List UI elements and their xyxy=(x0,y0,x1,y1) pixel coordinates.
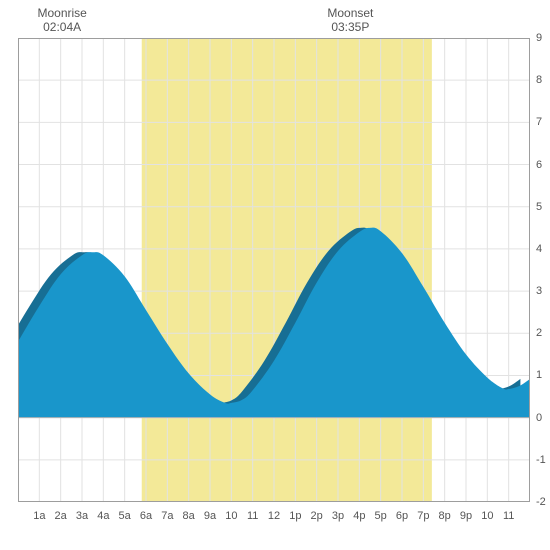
y-tick-label: 7 xyxy=(536,116,542,128)
x-tick-label: 6p xyxy=(396,510,408,522)
x-tick-label: 2a xyxy=(55,510,67,522)
moonset-title: Moonset xyxy=(320,6,380,20)
x-tick-label: 1p xyxy=(289,510,301,522)
y-tick-label: 1 xyxy=(536,369,542,381)
x-tick-label: 9p xyxy=(460,510,472,522)
x-tick-label: 5a xyxy=(119,510,131,522)
x-tick-label: 7a xyxy=(161,510,173,522)
y-tick-label: 9 xyxy=(536,32,542,44)
y-tick-label: 5 xyxy=(536,201,542,213)
x-tick-label: 9a xyxy=(204,510,216,522)
x-tick-label: 5p xyxy=(375,510,387,522)
x-tick-label: 11 xyxy=(503,510,514,522)
y-tick-label: 0 xyxy=(536,412,542,424)
x-tick-label: 7p xyxy=(417,510,429,522)
x-tick-label: 2p xyxy=(311,510,323,522)
moonset-time: 03:35P xyxy=(320,20,380,34)
y-tick-label: 4 xyxy=(536,243,542,255)
y-tick-label: -1 xyxy=(536,454,546,466)
moonrise-time: 02:04A xyxy=(32,20,92,34)
x-tick-label: 3a xyxy=(76,510,88,522)
x-tick-label: 10 xyxy=(481,510,493,522)
moonset-block: Moonset 03:35P xyxy=(320,6,380,34)
x-tick-label: 11 xyxy=(247,510,258,522)
x-tick-label: 3p xyxy=(332,510,344,522)
x-tick-label: 8p xyxy=(439,510,451,522)
y-tick-label: 6 xyxy=(536,159,542,171)
y-tick-label: -2 xyxy=(536,496,546,508)
y-tick-label: 3 xyxy=(536,285,542,297)
x-tick-label: 12 xyxy=(268,510,280,522)
x-tick-label: 10 xyxy=(225,510,237,522)
tide-chart xyxy=(18,38,530,502)
y-tick-label: 8 xyxy=(536,74,542,86)
x-tick-label: 1a xyxy=(33,510,45,522)
x-tick-label: 4p xyxy=(353,510,365,522)
x-tick-label: 4a xyxy=(97,510,109,522)
x-tick-label: 6a xyxy=(140,510,152,522)
y-tick-label: 2 xyxy=(536,327,542,339)
x-tick-label: 8a xyxy=(183,510,195,522)
moonrise-block: Moonrise 02:04A xyxy=(32,6,92,34)
moonrise-title: Moonrise xyxy=(32,6,92,20)
tide-chart-svg xyxy=(18,38,530,502)
